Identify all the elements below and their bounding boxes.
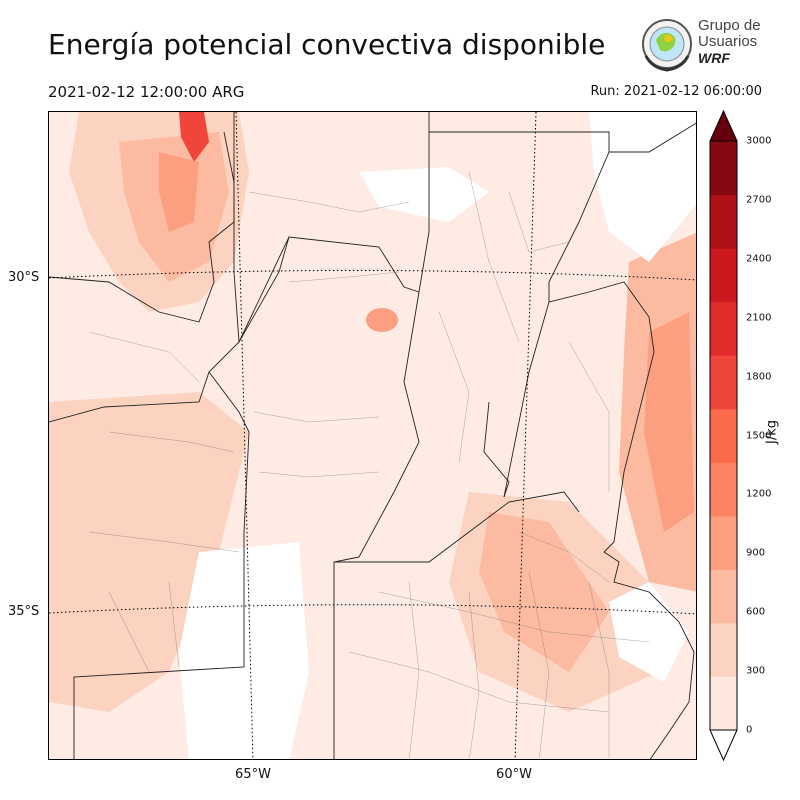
cape-region-southeast-high [479,512,609,672]
province-boundaries [49,112,696,759]
colorbar-tick-label: 1800 [746,371,772,383]
latitude-label: 30°S [8,270,40,285]
colorbar-tick-label: 2100 [746,312,772,324]
department-boundaries [88,171,650,759]
cape-local-maximum [366,308,398,332]
colorbar-segment [710,569,737,624]
colorbar-segment [710,408,737,463]
colorbar-tick-label: 1500 [746,430,772,441]
cape-region-west [49,392,249,712]
valid-time-label: 2021-02-12 12:00:00 ARG [48,83,245,101]
colorbar-tick-label: 1200 [746,488,772,500]
graticule [49,112,696,759]
colorbar-tick-label: 900 [746,547,766,559]
colorbar-segment [710,622,737,677]
colorbar-segment [710,301,737,356]
colorbar-over-triangle [709,109,738,142]
colorbar-segment [710,355,737,410]
colorbar-segment [710,676,737,731]
colorbar-segment [710,141,737,196]
cape-maximum-northwest [179,112,209,162]
logo-text: Grupo de Usuarios WRF [698,17,761,67]
cape-low-area [609,582,689,682]
cape-region-northwest-core [159,152,199,232]
longitude-label: 65°W [235,767,271,782]
cape-field-map [49,112,696,759]
colorbar-outline [709,140,738,731]
colorbar-unit-label: J/kg [764,420,780,444]
map-panel[interactable] [48,111,697,760]
latitude-label: 35°S [8,604,40,619]
colorbar-tick-label: 2700 [746,194,772,206]
page-title: Energía potencial convectiva disponible [48,28,606,61]
colorbar-tick-label: 3000 [746,135,772,147]
colorbar-tick-label: 300 [746,665,766,677]
colorbar [709,109,738,762]
cape-low-area [589,112,696,262]
logo-text-wrf: WRF [698,50,730,66]
colorbar-segment [710,515,737,570]
cape-region-east-coast-high [644,312,694,532]
longitude-label: 60°W [496,767,532,782]
cape-low-area [359,167,489,222]
colorbar-segment [710,194,737,249]
colorbar-segment [710,248,737,303]
wrf-user-group-logo: Grupo de Usuarios WRF [638,16,763,74]
colorbar-segment [710,462,737,517]
colorbar-under-triangle [709,729,738,762]
logo-text-line: Grupo de [698,17,761,34]
colorbar-tick-label: 600 [746,606,766,618]
colorbar-tick-label: 0 [746,724,753,736]
coastline [603,551,695,759]
run-time-label: Run: 2021-02-12 06:00:00 [590,84,762,99]
colorbar-tick-label: 2400 [746,253,772,265]
logo-text-line: Usuarios [698,33,758,50]
globe-logo-icon [642,19,692,72]
